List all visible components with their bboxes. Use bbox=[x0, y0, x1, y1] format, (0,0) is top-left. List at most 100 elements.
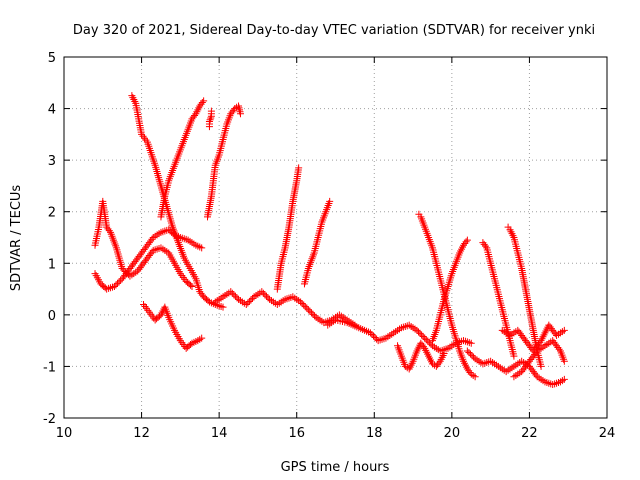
data-point bbox=[438, 353, 446, 361]
series-track-4 bbox=[157, 97, 208, 221]
data-point bbox=[536, 338, 544, 346]
series-track-15 bbox=[463, 347, 568, 388]
data-point bbox=[258, 288, 266, 296]
y-tick-label: 2 bbox=[48, 206, 56, 221]
data-point bbox=[228, 289, 236, 297]
data-point bbox=[435, 359, 443, 367]
series-track-6 bbox=[205, 107, 215, 131]
data-point bbox=[200, 97, 208, 105]
data-point bbox=[182, 235, 190, 243]
data-point bbox=[264, 294, 272, 302]
data-point bbox=[130, 96, 138, 104]
data-point bbox=[231, 292, 239, 300]
data-point bbox=[427, 340, 435, 348]
data-point bbox=[187, 281, 195, 289]
plot-area bbox=[91, 92, 568, 388]
data-point bbox=[196, 243, 204, 251]
data-point bbox=[549, 380, 557, 388]
plot-frame bbox=[63, 56, 608, 419]
data-point bbox=[233, 294, 241, 302]
data-point bbox=[463, 347, 471, 355]
data-point bbox=[205, 117, 213, 125]
data-point bbox=[470, 353, 478, 361]
data-point bbox=[219, 303, 227, 311]
data-point bbox=[555, 345, 563, 353]
data-point bbox=[198, 244, 206, 252]
data-point bbox=[463, 236, 471, 244]
data-point bbox=[399, 323, 407, 331]
data-point bbox=[110, 282, 118, 290]
data-point bbox=[466, 350, 474, 358]
data-point bbox=[471, 373, 479, 381]
data-point bbox=[311, 312, 319, 320]
data-point bbox=[242, 301, 250, 309]
data-point bbox=[468, 352, 476, 360]
data-point bbox=[555, 379, 563, 387]
series-track-3 bbox=[91, 226, 206, 293]
data-point bbox=[298, 300, 306, 308]
data-point bbox=[510, 352, 518, 360]
series-track-7 bbox=[140, 301, 206, 352]
data-point bbox=[560, 375, 568, 383]
data-point bbox=[300, 301, 308, 309]
data-point bbox=[424, 337, 432, 345]
series-track-8 bbox=[211, 288, 359, 329]
series-track-14 bbox=[428, 236, 471, 345]
data-point bbox=[248, 294, 256, 302]
y-tick-label: -1 bbox=[43, 360, 56, 375]
data-point bbox=[115, 278, 123, 286]
data-point bbox=[217, 302, 225, 310]
data-point bbox=[467, 339, 475, 347]
data-point bbox=[155, 244, 163, 252]
x-tick-label: 24 bbox=[599, 426, 616, 441]
x-tick-label: 16 bbox=[288, 426, 305, 441]
data-point bbox=[159, 228, 167, 236]
data-point bbox=[230, 291, 238, 299]
data-point bbox=[114, 279, 122, 287]
data-point bbox=[283, 295, 291, 303]
series-track-2 bbox=[91, 197, 196, 290]
data-point bbox=[465, 349, 473, 357]
data-point bbox=[118, 264, 126, 272]
data-point bbox=[465, 339, 473, 347]
data-point bbox=[461, 337, 469, 345]
data-point bbox=[466, 368, 474, 376]
data-point bbox=[148, 235, 156, 243]
data-point bbox=[236, 110, 244, 118]
data-point bbox=[366, 329, 374, 337]
data-point bbox=[105, 284, 113, 292]
y-tick-label: 0 bbox=[48, 309, 56, 324]
series-track-1 bbox=[128, 92, 227, 311]
y-tick-label: 1 bbox=[48, 257, 56, 272]
data-point bbox=[371, 334, 379, 342]
x-tick-label: 14 bbox=[211, 426, 228, 441]
data-point bbox=[440, 350, 448, 358]
y-tick-label: 5 bbox=[48, 51, 56, 66]
data-point bbox=[508, 230, 516, 238]
data-point bbox=[374, 337, 382, 345]
data-point bbox=[117, 276, 125, 284]
data-point bbox=[418, 331, 426, 339]
x-tick-label: 12 bbox=[133, 426, 150, 441]
data-point bbox=[481, 359, 489, 367]
x-tick-label: 20 bbox=[444, 426, 461, 441]
data-point bbox=[261, 291, 269, 299]
series-track-13 bbox=[415, 210, 479, 381]
data-point bbox=[307, 309, 315, 317]
data-point bbox=[309, 310, 317, 318]
data-point bbox=[560, 357, 568, 365]
data-point bbox=[421, 334, 429, 342]
y-axis-label: SDTVAR / TECUs bbox=[9, 185, 24, 292]
data-point bbox=[244, 299, 252, 307]
data-point bbox=[295, 164, 303, 172]
data-point bbox=[462, 238, 470, 246]
data-point bbox=[207, 114, 215, 122]
data-point bbox=[303, 304, 311, 312]
data-point bbox=[297, 298, 305, 306]
x-tick-label: 18 bbox=[366, 426, 383, 441]
data-point bbox=[194, 106, 202, 114]
data-point bbox=[198, 99, 206, 107]
data-point bbox=[532, 349, 540, 357]
